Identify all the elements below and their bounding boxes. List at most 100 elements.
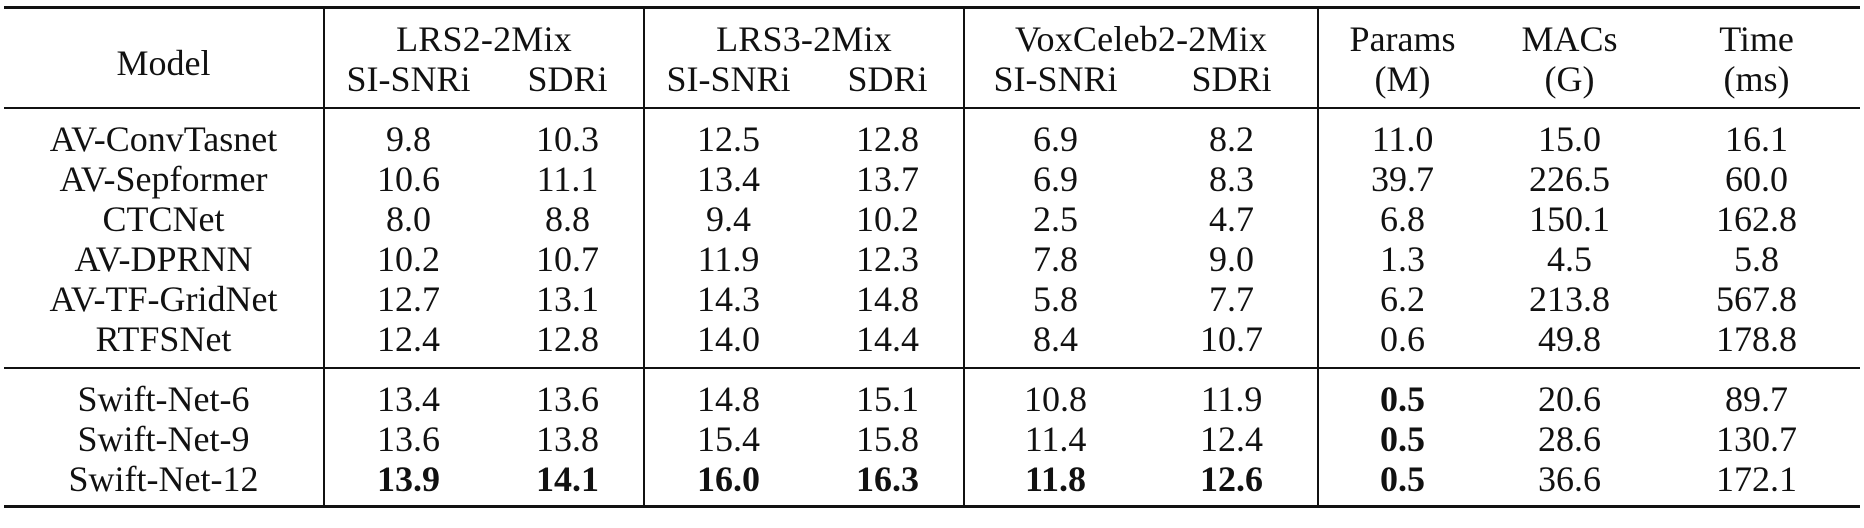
cell: 8.3 xyxy=(1209,159,1255,199)
params-unit: (M) xyxy=(1317,59,1487,108)
cell: 5.8 xyxy=(1734,239,1780,279)
best-value: 0.5 xyxy=(1380,459,1426,499)
cell: 16.1 xyxy=(1653,107,1861,159)
cell: 8.0 xyxy=(323,199,492,239)
cell: 14.4 xyxy=(856,319,920,359)
cell: 13.4 xyxy=(323,367,492,419)
best-value: 0.5 xyxy=(1380,379,1426,419)
cell: 10.7 xyxy=(1200,319,1264,359)
cell: 2.5 xyxy=(963,199,1147,239)
cell: 162.8 xyxy=(1716,199,1798,239)
cell: 14.0 xyxy=(643,319,813,368)
cell: 6.9 xyxy=(963,159,1147,199)
cell: 0.5 xyxy=(1317,367,1487,419)
model-name: Swift-Net-9 xyxy=(77,419,250,459)
cell: 14.8 xyxy=(856,279,920,319)
cell: 0.5 xyxy=(1317,419,1487,459)
cell: 20.6 xyxy=(1486,367,1654,419)
model-name: Swift-Net-12 xyxy=(4,459,324,508)
cell: 13.9 xyxy=(323,459,492,508)
cell: 10.6 xyxy=(323,159,492,199)
cell: 36.6 xyxy=(1486,459,1654,508)
time-unit: (ms) xyxy=(1723,59,1790,99)
cell: 15.8 xyxy=(856,419,920,459)
metric-header: SI-SNRi xyxy=(323,59,492,108)
group-header-lrs2: LRS2-2Mix xyxy=(322,6,645,59)
cell: 13.7 xyxy=(856,159,920,199)
metric-header: SDRi xyxy=(847,59,928,99)
table-row: CTCNet 8.0 8.8 9.4 10.2 2.5 4.7 6.8 150.… xyxy=(4,199,1860,239)
macs-unit: (G) xyxy=(1544,59,1595,99)
cell: 13.6 xyxy=(323,419,492,459)
cell: 15.1 xyxy=(812,367,965,419)
cell: 15.0 xyxy=(1486,107,1654,159)
cell: 130.7 xyxy=(1716,419,1798,459)
cell: 11.4 xyxy=(963,419,1147,459)
cell: 12.8 xyxy=(536,319,599,359)
cell: 9.4 xyxy=(643,199,813,239)
cell: 12.7 xyxy=(323,279,492,319)
model-name: AV-Sepformer xyxy=(59,159,268,199)
cell: 12.4 xyxy=(1200,419,1264,459)
cell: 1.3 xyxy=(1317,239,1487,279)
macs-header: MACs xyxy=(1486,6,1654,59)
cell: 60.0 xyxy=(1725,159,1789,199)
table-row: Swift-Net-6 13.4 13.6 14.8 15.1 10.8 11.… xyxy=(4,367,1861,419)
metric-header: SDRi xyxy=(527,59,608,99)
cell: 11.9 xyxy=(643,239,813,279)
cell: 9.0 xyxy=(1209,239,1255,279)
cell: 8.8 xyxy=(545,199,590,239)
model-name: AV-DPRNN xyxy=(74,239,253,279)
header-row-1: Model LRS2-2Mix LRS3-2Mix VoxCeleb2-2Mix… xyxy=(4,6,1861,108)
cell: 12.8 xyxy=(812,107,965,159)
cell: 12.4 xyxy=(323,319,492,368)
metric-header: SI-SNRi xyxy=(643,59,813,108)
cell: 28.6 xyxy=(1538,419,1602,459)
cell: 14.1 xyxy=(492,459,645,508)
model-header: Model xyxy=(4,6,324,108)
cell: 12.6 xyxy=(1146,459,1319,508)
model-name: Swift-Net-6 xyxy=(4,367,324,419)
cell: 11.0 xyxy=(1317,107,1487,159)
cell: 226.5 xyxy=(1529,159,1611,199)
table-row: AV-DPRNN 10.2 10.7 11.9 12.3 7.8 9.0 1.3… xyxy=(4,239,1860,279)
cell: 12.3 xyxy=(856,239,920,279)
cell: 0.5 xyxy=(1317,459,1487,508)
cell: 7.7 xyxy=(1209,279,1255,319)
cell: 178.8 xyxy=(1716,319,1798,359)
table-row: Swift-Net-9 13.6 13.8 15.4 15.8 11.4 12.… xyxy=(4,419,1860,459)
cell: 6.8 xyxy=(1317,199,1487,239)
best-value: 16.3 xyxy=(856,459,920,499)
cell: 5.8 xyxy=(963,279,1147,319)
cell: 567.8 xyxy=(1716,279,1798,319)
cell: 13.1 xyxy=(536,279,599,319)
table-row: AV-Sepformer 10.6 11.1 13.4 13.7 6.9 8.3… xyxy=(4,159,1860,199)
cell: 13.6 xyxy=(492,367,645,419)
model-name: AV-TF-GridNet xyxy=(49,279,278,319)
table-row: Swift-Net-12 13.9 14.1 16.0 16.3 11.8 12… xyxy=(4,459,1861,508)
cell: 213.8 xyxy=(1529,279,1611,319)
cell: 14.8 xyxy=(643,367,813,419)
cell: 150.1 xyxy=(1529,199,1611,239)
cell: 10.8 xyxy=(963,367,1147,419)
group-header-lrs3: LRS3-2Mix xyxy=(643,6,965,59)
cell: 11.1 xyxy=(536,159,599,199)
time-header: Time xyxy=(1653,6,1861,59)
group-header-voxceleb2: VoxCeleb2-2Mix xyxy=(963,6,1319,59)
cell: 0.6 xyxy=(1317,319,1487,368)
best-value: 11.8 xyxy=(1025,459,1087,499)
model-name: AV-ConvTasnet xyxy=(4,107,324,159)
cell: 11.8 xyxy=(963,459,1147,508)
best-value: 12.6 xyxy=(1200,459,1264,499)
best-value: 0.5 xyxy=(1380,419,1426,459)
cell: 6.9 xyxy=(963,107,1147,159)
best-value: 14.1 xyxy=(536,459,599,499)
cell: 39.7 xyxy=(1317,159,1487,199)
cell: 10.2 xyxy=(323,239,492,279)
cell: 8.4 xyxy=(963,319,1147,368)
results-table: Model LRS2-2Mix LRS3-2Mix VoxCeleb2-2Mix… xyxy=(4,6,1861,508)
model-name: RTFSNet xyxy=(95,319,232,359)
cell: 12.5 xyxy=(643,107,813,159)
cell: 8.2 xyxy=(1146,107,1319,159)
